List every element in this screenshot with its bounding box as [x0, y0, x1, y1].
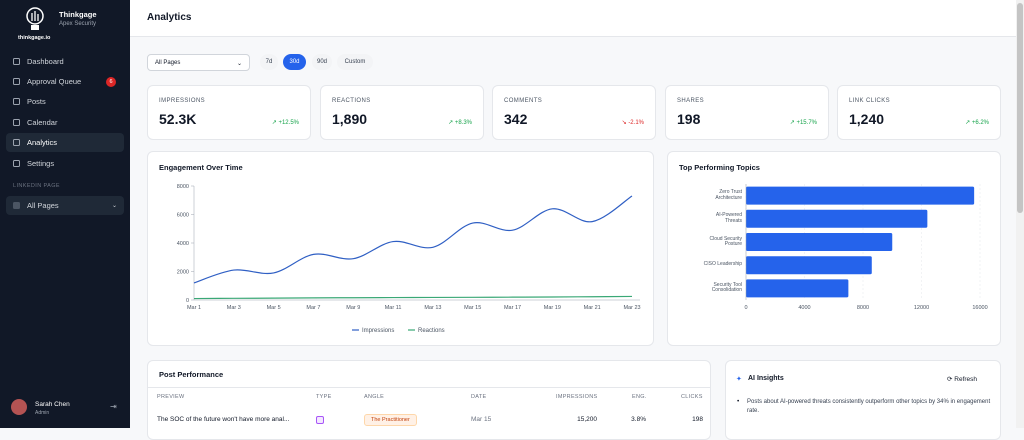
refresh-text: Refresh [954, 376, 978, 383]
topics-card [667, 151, 1001, 346]
kpi-change: ↗ +8.3% [448, 120, 472, 126]
nav-label: Settings [27, 159, 55, 168]
user-role: Admin [35, 410, 50, 416]
chart-title: Engagement Over Time [159, 163, 243, 172]
y-tick-label: Security Tool Consolidation [711, 281, 742, 294]
kpi-label: COMMENTS [504, 98, 543, 104]
nav-label: Approval Queue [27, 77, 82, 86]
column-header: PREVIEW [157, 394, 185, 400]
range-button[interactable]: 7d [260, 54, 278, 70]
kpi-label: SHARES [677, 98, 705, 104]
post-card [147, 360, 711, 440]
range-button[interactable]: Custom [337, 54, 373, 70]
kpi-change: ↘ -2.1% [621, 120, 644, 126]
kpi-change: ↗ +6.2% [965, 120, 989, 126]
refresh[interactable]: ⟳ Refresh [947, 376, 978, 383]
engagement-card [147, 151, 654, 346]
select[interactable]: All Pages ⌄ [147, 54, 250, 71]
range-button[interactable]: 30d [283, 54, 306, 70]
sidebar: Thinkgage Apex Security thinkgage.io Das… [0, 0, 130, 428]
scrollbar [1016, 0, 1024, 428]
page-select[interactable]: All Pages ⌄ [6, 196, 124, 215]
chart-title: Top Performing Topics [679, 163, 760, 172]
select-text: All Pages [155, 60, 181, 66]
y-tick-label: CISO Leadership [703, 261, 742, 268]
nav-item[interactable]: Posts [6, 92, 124, 111]
cell: 198 [692, 416, 703, 423]
kpi-change: ↗ +12.5% [271, 120, 299, 126]
kpi-value: 1,240 [849, 111, 885, 127]
brand: Thinkgage [59, 10, 97, 19]
section-label: LINKEDIN PAGE [13, 183, 60, 189]
kpi-card: REACTIONS 1,890 ↗ +8.3% [320, 85, 484, 140]
tagline: Apex Security [59, 21, 97, 27]
nav-item[interactable]: Approval Queue 6 [6, 72, 124, 91]
nav-label: Calendar [27, 118, 58, 127]
cell: 3.8% [631, 416, 646, 423]
y-tick-label: Zero Trust Architecture [715, 189, 742, 201]
domain: thinkgage.io [18, 35, 51, 41]
divider [148, 387, 710, 388]
kpi-card: SHARES 198 ↗ +15.7% [665, 85, 829, 140]
kpi-label: LINK CLICKS [849, 98, 891, 104]
badge: 6 [106, 76, 116, 87]
kpi-card: LINK CLICKS 1,240 ↗ +6.2% [837, 85, 1001, 140]
logout[interactable]: ⇥ [110, 402, 117, 411]
kpi-label: IMPRESSIONS [159, 98, 206, 104]
column-header: TYPE [316, 394, 332, 400]
cell: The SOC of the future won't have more an… [157, 416, 290, 423]
nav-item[interactable]: Settings [6, 154, 124, 173]
sparkle: ✦ [736, 376, 742, 383]
avatar [11, 399, 27, 415]
nav-item[interactable]: Analytics [6, 133, 124, 152]
type-icon [316, 416, 324, 424]
y-tick-label: AI-Powered Threats [715, 212, 742, 224]
nav-item[interactable]: Dashboard [6, 52, 124, 71]
kpi-change: ↗ +15.7% [789, 120, 817, 126]
topbar [130, 0, 1016, 37]
angle-tag: The Practitioner [364, 414, 417, 426]
kpi-value: 1,890 [332, 111, 368, 127]
kpi-card: COMMENTS 342 ↘ -2.1% [492, 85, 656, 140]
column-header: ENG. [632, 394, 647, 400]
range-button[interactable]: 90d [312, 54, 332, 70]
logo-icon [26, 7, 44, 30]
insights-title: AI Insights [748, 375, 784, 382]
user-name: Sarah Chen [35, 401, 70, 408]
column-header: IMPRESSIONS [556, 394, 598, 400]
column-header: DATE [471, 394, 487, 400]
y-tick-label: Cloud Security Posture [709, 235, 742, 247]
section-title: Post Performance [159, 370, 224, 379]
cell: 15,200 [577, 416, 597, 423]
kpi-label: REACTIONS [332, 98, 371, 104]
page-title: Analytics [147, 12, 192, 23]
nav-label: Dashboard [27, 57, 64, 66]
kpi-value: 52.3K [159, 111, 197, 127]
kpi-card: IMPRESSIONS 52.3K ↗ +12.5% [147, 85, 311, 140]
column-header: CLICKS [681, 394, 703, 400]
nav-item[interactable]: Calendar [6, 113, 124, 132]
nav-label: Analytics [27, 138, 58, 147]
column-header: ANGLE [364, 394, 385, 400]
cell: Mar 15 [471, 416, 492, 423]
insight: Posts about AI-powered threats consisten… [747, 399, 991, 414]
page-select-text: All Pages [27, 201, 59, 210]
kpi-value: 198 [677, 111, 701, 127]
kpi-value: 342 [504, 111, 528, 127]
nav-label: Posts [27, 97, 46, 106]
